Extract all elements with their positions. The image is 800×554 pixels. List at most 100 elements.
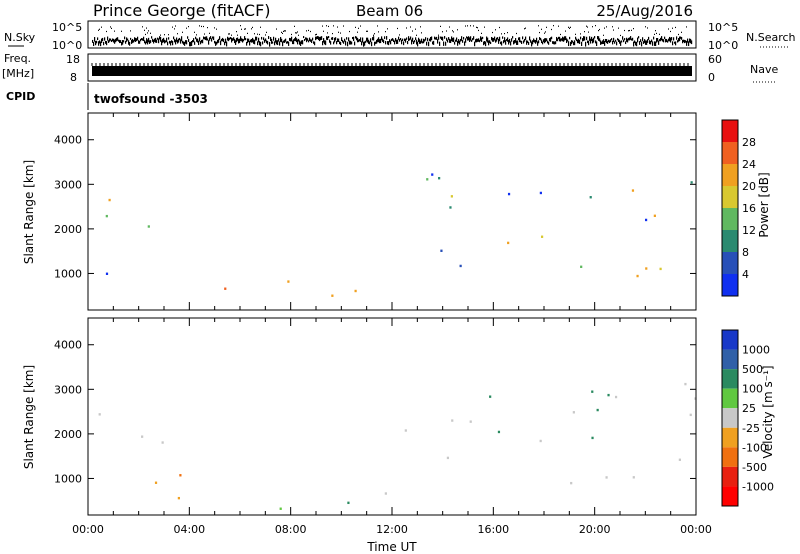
nsky-point bbox=[112, 38, 114, 42]
nsky-point bbox=[505, 40, 507, 45]
nsky-point bbox=[645, 40, 647, 45]
nsky-point bbox=[575, 36, 577, 40]
nsky-point bbox=[333, 41, 335, 45]
nsky-point bbox=[491, 36, 493, 41]
velocity-axis: 1000 2000 3000 4000 00:00 04:00 08:00 12:00 16:0… bbox=[54, 318, 712, 536]
velocity-panel: 1000 2000 3000 4000 00:00 04:00 08:00 12:00 16:0… bbox=[22, 317, 712, 554]
nsky-point bbox=[413, 41, 415, 44]
nsky-point bbox=[533, 38, 535, 43]
nsky-point bbox=[185, 40, 187, 44]
nsky-point bbox=[603, 39, 605, 44]
nsky-point bbox=[144, 29, 145, 31]
nsky-point bbox=[312, 37, 314, 41]
echo-cell bbox=[631, 189, 635, 192]
nsky-point bbox=[285, 30, 286, 32]
nsky-point bbox=[177, 33, 178, 35]
nsky-point bbox=[339, 41, 341, 45]
nsky-point bbox=[258, 37, 260, 43]
nsky-point bbox=[345, 40, 347, 46]
nsky-point bbox=[178, 38, 180, 43]
nsky-point bbox=[210, 36, 212, 39]
nsky-point bbox=[573, 41, 575, 46]
echo-cell bbox=[644, 218, 648, 222]
nsky-point bbox=[225, 38, 227, 44]
nsky-point bbox=[323, 30, 324, 32]
echo-cell bbox=[694, 397, 697, 400]
nsky-point bbox=[346, 37, 348, 40]
nsky-point bbox=[259, 33, 260, 36]
nsky-point bbox=[480, 36, 482, 41]
nsky-point bbox=[154, 38, 156, 42]
nsky-point bbox=[560, 33, 561, 36]
nsky-point bbox=[673, 37, 675, 41]
nsky-point bbox=[477, 38, 479, 42]
nave-label: Nave bbox=[750, 63, 778, 76]
nsky-point bbox=[107, 36, 109, 41]
nsky-point bbox=[565, 30, 566, 32]
nsky-point bbox=[348, 37, 350, 42]
nsky-point bbox=[415, 37, 417, 41]
nsky-point bbox=[517, 40, 519, 45]
nsky-point bbox=[392, 38, 394, 41]
nsky-point bbox=[645, 26, 646, 28]
nsky-point bbox=[587, 40, 589, 44]
echo-cell bbox=[489, 395, 492, 398]
nsky-point bbox=[241, 28, 242, 30]
colorbar-swatch bbox=[722, 120, 738, 142]
nsky-point bbox=[570, 41, 572, 46]
nsky-point bbox=[466, 36, 468, 39]
nsky-point bbox=[113, 38, 115, 43]
nsky-point bbox=[546, 38, 548, 42]
nsky-point bbox=[385, 31, 386, 33]
nsky-point bbox=[460, 38, 462, 42]
nsky-point bbox=[584, 36, 586, 41]
nsky-point bbox=[99, 40, 101, 44]
echo-cell bbox=[141, 435, 144, 438]
nsky-point bbox=[371, 41, 373, 47]
nsky-point bbox=[564, 36, 566, 41]
nsky-point bbox=[478, 29, 479, 32]
nsky-point bbox=[537, 41, 539, 46]
nsky-point bbox=[470, 25, 471, 27]
nsky-point bbox=[389, 39, 391, 43]
nsky-point bbox=[397, 39, 399, 44]
nsky-point bbox=[395, 37, 397, 42]
nsky-point bbox=[160, 37, 162, 42]
nsky-point bbox=[209, 37, 211, 41]
nsky-point bbox=[218, 38, 220, 43]
nsky-point bbox=[502, 36, 504, 39]
nsky-point bbox=[139, 40, 141, 44]
nsky-point bbox=[102, 37, 104, 42]
nsky-point bbox=[269, 41, 271, 47]
nsky-point bbox=[584, 31, 585, 33]
nsky-point bbox=[335, 37, 337, 41]
nsky-point bbox=[671, 37, 673, 41]
nsky-point bbox=[368, 39, 370, 44]
nsky-point bbox=[486, 36, 488, 42]
time-tick-label: 08:00 bbox=[275, 523, 307, 536]
time-tick-label: 20:00 bbox=[579, 523, 611, 536]
nsky-point bbox=[276, 28, 277, 30]
nsky-point bbox=[412, 30, 413, 32]
nsky-point bbox=[124, 36, 126, 40]
nsky-point bbox=[173, 36, 175, 40]
nsky-point bbox=[138, 40, 140, 44]
nsky-point bbox=[237, 37, 239, 41]
nsky-point bbox=[98, 29, 99, 31]
range-tick-label: 3000 bbox=[54, 383, 82, 396]
nsky-point bbox=[281, 31, 282, 33]
echo-cell bbox=[459, 264, 462, 268]
echo-cell bbox=[331, 294, 334, 297]
nsky-point bbox=[659, 33, 660, 35]
nsky-point bbox=[651, 39, 653, 43]
nsky-point bbox=[555, 41, 557, 45]
colorbar-swatch bbox=[722, 186, 738, 208]
colorbar-swatch bbox=[722, 230, 738, 252]
nsky-point bbox=[595, 40, 597, 44]
colorbar-tick-label: 28 bbox=[742, 136, 756, 149]
nsky-point bbox=[374, 41, 376, 46]
nsky-point bbox=[681, 31, 682, 33]
nsky-point bbox=[527, 40, 529, 43]
nsky-point bbox=[130, 37, 132, 40]
nsky-point bbox=[551, 36, 553, 40]
